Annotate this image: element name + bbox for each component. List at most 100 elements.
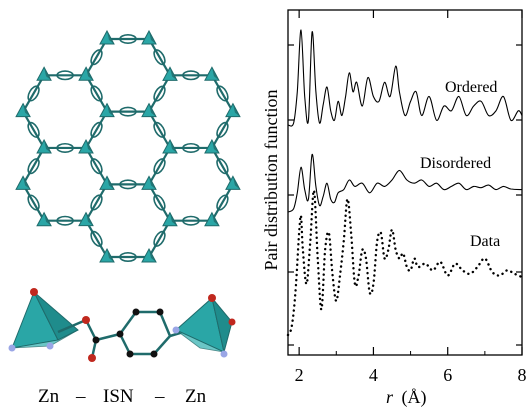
framework-ring: [90, 158, 103, 175]
oxygen-atom: [208, 294, 216, 302]
framework-linker: [85, 183, 108, 222]
caption-dash-2: –: [154, 386, 165, 407]
series-line-disordered: [287, 153, 523, 213]
framework-linker: [148, 220, 171, 258]
framework-linker: [210, 111, 234, 149]
zn-tetrahedron-shade: [170, 140, 177, 153]
framework-ring: [90, 121, 103, 138]
framework-linker: [22, 147, 46, 185]
framework-ring: [27, 121, 40, 138]
x-axis-variable: r: [386, 387, 394, 407]
zn-tetrahedron-shade: [107, 176, 114, 190]
framework-ring: [27, 158, 40, 175]
zn-tetrahedron-shade: [170, 67, 177, 81]
framework-linker: [148, 74, 171, 113]
series-label-disordered: Disordered: [420, 155, 491, 172]
series-label-data: Data: [470, 233, 500, 250]
framework-ring: [153, 194, 166, 211]
chart-curves: [286, 29, 524, 337]
framework-structure-illustration: [15, 29, 241, 263]
nitrogen-atom: [220, 350, 228, 358]
framework-ring: [216, 158, 229, 175]
framework-ring: [90, 85, 103, 102]
carbon-atom: [126, 350, 134, 358]
caption-zn-left: Zn: [38, 386, 60, 407]
nitrogen-atom: [172, 326, 180, 334]
framework-ring: [56, 215, 74, 226]
x-axis-unit: (Å): [402, 387, 427, 408]
framework-ring: [216, 121, 229, 138]
zn-tetrahedron-shade: [149, 249, 156, 263]
framework-ring: [27, 85, 40, 102]
caption-dash-1: –: [75, 386, 86, 407]
zn-tetrahedron-shade: [44, 139, 52, 153]
pdf-chart: 2 4 6 8 Ordered Disordered Data Pair distri…: [261, 9, 527, 408]
framework-linker: [148, 38, 171, 76]
series-line-ordered: [287, 29, 523, 127]
framework-ring: [216, 85, 229, 102]
oxygen-atom: [82, 316, 90, 324]
x-axis-label: r (Å): [386, 387, 427, 408]
zn-tetrahedron-shade: [23, 176, 31, 190]
oxygen-atom: [88, 354, 96, 362]
framework-linker: [85, 111, 108, 149]
x-tick-label-8: 8: [518, 365, 527, 385]
zn-tetrahedron-shade: [44, 212, 52, 226]
carbon-atom: [150, 350, 158, 358]
framework-ring: [90, 194, 103, 211]
nitrogen-atom: [8, 344, 16, 352]
zn-tetrahedron-shade: [44, 67, 52, 81]
zn-tetrahedron-shade: [149, 30, 156, 44]
framework-ring: [182, 142, 200, 153]
framework-ring: [153, 49, 166, 66]
zn-tetrahedron-shade: [86, 67, 94, 81]
zn-tetrahedron-shade: [107, 249, 114, 263]
framework-ring: [182, 70, 200, 81]
framework-linker: [85, 147, 108, 185]
framework-linker: [148, 111, 171, 149]
framework-ring: [119, 106, 137, 117]
zn-isn-zn-fragment-illustration: [8, 288, 236, 362]
framework-ring: [119, 179, 137, 190]
framework-linker: [22, 111, 46, 149]
nitrogen-atom: [46, 342, 54, 350]
framework-ring: [153, 230, 166, 247]
framework-ring: [90, 230, 103, 247]
zn-tetrahedron-shade: [86, 140, 93, 153]
series-line-data: [286, 189, 524, 337]
framework-linker: [22, 74, 46, 113]
framework-ring: [153, 121, 166, 138]
series-label-ordered: Ordered: [445, 79, 497, 96]
caption-zn-right: Zn: [185, 386, 207, 407]
zn-tetrahedron-shade: [232, 103, 240, 117]
zn-tetrahedron-shade: [107, 30, 114, 44]
zn-tetrahedron-shade: [211, 139, 219, 153]
framework-linker: [147, 183, 171, 222]
framework-linker: [210, 183, 234, 222]
zn-tetrahedron-shade: [86, 212, 93, 226]
zn-tetrahedron-shade: [149, 103, 156, 117]
plot-frame: [287, 9, 523, 356]
framework-ring: [153, 85, 166, 102]
framework-ring: [119, 33, 137, 44]
x-tick-label-2: 2: [295, 365, 304, 385]
carbon-atom: [92, 336, 100, 344]
carbon-atom: [156, 308, 164, 316]
framework-ring: [119, 252, 137, 263]
zn-tetrahedron-shade: [23, 103, 31, 117]
framework-linker: [210, 74, 234, 113]
zn-tetrahedron-shade: [211, 212, 219, 226]
axis-ticks: [288, 10, 523, 355]
x-tick-label-6: 6: [443, 365, 452, 385]
framework-ring: [153, 158, 166, 175]
framework-ring: [56, 142, 74, 153]
framework-linker: [85, 220, 108, 258]
carbon-atom: [132, 308, 140, 316]
oxygen-atom: [228, 318, 236, 326]
zn-tetrahedron-shade: [107, 103, 114, 117]
zn-tetrahedron-shade: [149, 176, 156, 190]
framework-linker: [85, 38, 108, 76]
framework-ring: [90, 49, 103, 66]
zn-tetrahedron-shade: [211, 67, 219, 81]
